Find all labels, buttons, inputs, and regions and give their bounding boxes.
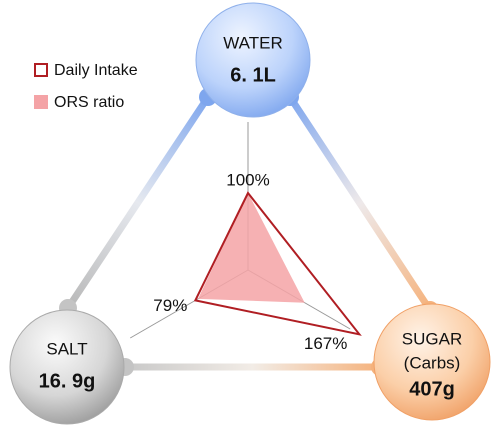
legend-label: ORS ratio	[54, 94, 124, 111]
node-note: (Carbs)	[404, 353, 461, 372]
node-label: WATER	[223, 33, 283, 52]
connector	[286, 93, 434, 314]
node-amount: 407g	[409, 378, 455, 400]
radar-plot: 100% 79% 167%	[129, 122, 362, 353]
legend-label: Daily Intake	[54, 62, 138, 79]
node-salt: SALT 16. 9g	[9, 309, 125, 425]
legend: Daily Intake ORS ratio	[34, 62, 138, 111]
outline	[193, 191, 362, 336]
node-water: WATER 6. 1L	[195, 2, 311, 118]
connector	[64, 93, 212, 312]
legend-swatch	[34, 95, 48, 109]
value-label: 100%	[226, 170, 269, 189]
node-circle	[9, 309, 125, 425]
value-label: 167%	[304, 334, 347, 353]
node-circle	[373, 303, 491, 421]
node-amount: 6. 1L	[230, 64, 276, 86]
legend-swatch	[34, 63, 48, 77]
node-sugar: SUGAR (Carbs) 407g	[373, 303, 491, 421]
node-amount: 16. 9g	[39, 370, 96, 392]
value-label: 79%	[153, 296, 187, 315]
node-label: SUGAR	[402, 329, 462, 348]
area	[197, 193, 305, 303]
node-circle	[195, 2, 311, 118]
node-label: SALT	[46, 339, 87, 358]
